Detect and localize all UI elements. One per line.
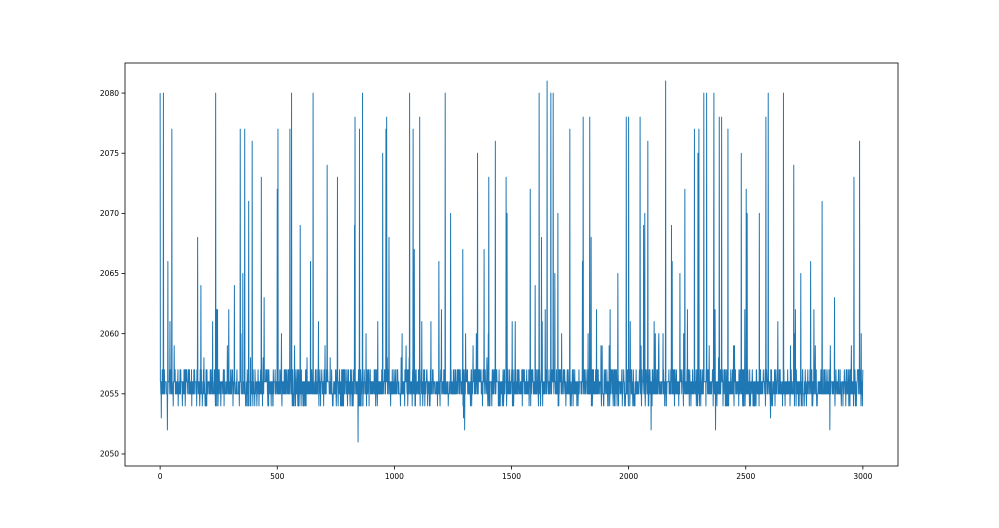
y-tick-label: 2080 bbox=[100, 89, 119, 98]
y-tick-label: 2070 bbox=[100, 209, 119, 218]
x-tick-label: 2000 bbox=[619, 472, 638, 481]
x-tick-label: 2500 bbox=[736, 472, 755, 481]
y-axis: 2050 2055 2060 2065 2070 2075 2080 bbox=[100, 89, 125, 459]
y-tick-label: 2055 bbox=[100, 390, 119, 399]
series-line bbox=[159, 80, 864, 443]
y-tick-label: 2075 bbox=[100, 149, 119, 158]
series-group bbox=[159, 80, 864, 443]
x-tick-label: 3000 bbox=[853, 472, 872, 481]
x-tick-label: 1500 bbox=[502, 472, 521, 481]
x-tick-label: 0 bbox=[158, 472, 163, 481]
x-tick-label: 500 bbox=[270, 472, 285, 481]
x-tick-label: 1000 bbox=[385, 472, 404, 481]
y-tick-label: 2065 bbox=[100, 269, 119, 278]
y-tick-label: 2060 bbox=[100, 329, 119, 338]
y-tick-label: 2050 bbox=[100, 450, 119, 459]
x-axis: 0 500 1000 1500 2000 2500 3000 bbox=[158, 466, 873, 481]
